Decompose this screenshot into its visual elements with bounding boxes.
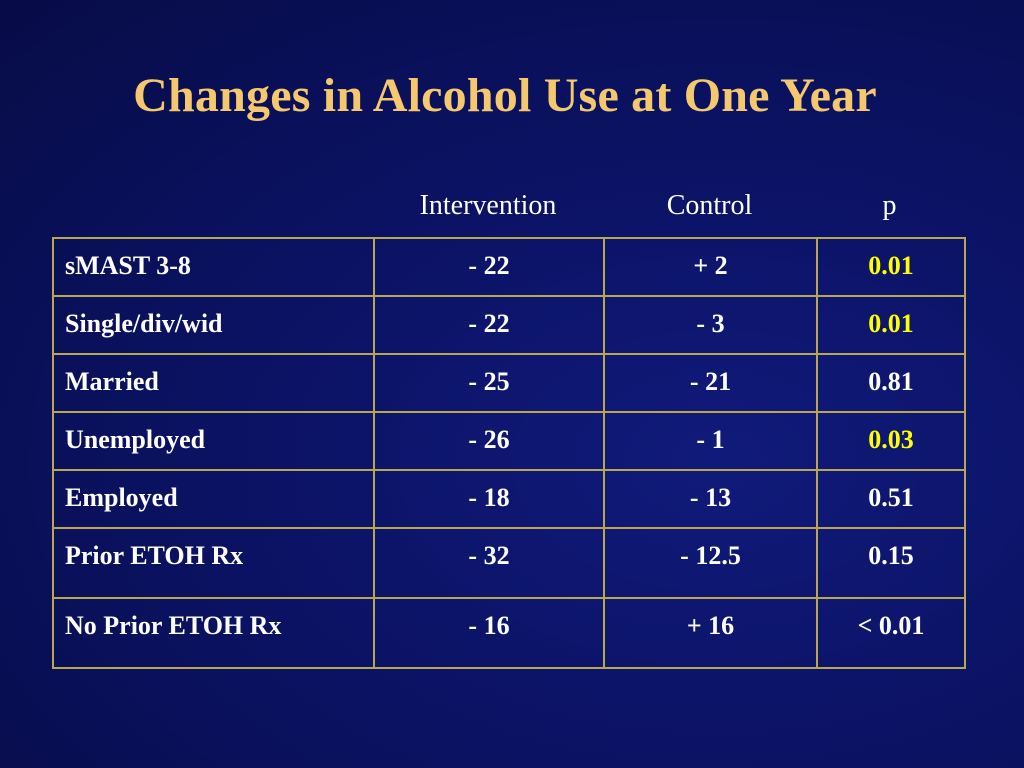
control-cell: - 1 [603,411,818,471]
intervention-value: - 26 [468,425,510,454]
control-value: - 3 [696,309,725,338]
intervention-cell: - 18 [373,469,605,529]
intervention-cell: - 22 [373,295,605,355]
intervention-value: - 32 [468,541,510,570]
p-cell: 0.01 [816,237,966,297]
row-label-cell: Single/div/wid [52,295,375,355]
control-value: + 2 [693,251,728,280]
control-cell: - 13 [603,469,818,529]
control-value: - 21 [689,367,732,396]
control-value: - 1 [696,425,725,454]
control-value: + 16 [686,611,735,640]
intervention-cell: - 22 [373,237,605,297]
column-header-p: p [882,190,897,221]
slide-title: Changes in Alcohol Use at One Year [133,69,877,122]
row-label: sMAST 3-8 [65,251,191,280]
control-cell: - 3 [603,295,818,355]
control-cell: + 16 [603,597,818,669]
p-value: 0.01 [868,309,914,338]
column-headers: Intervention Control p [0,190,1024,224]
p-value: 0.51 [868,483,914,512]
p-value: < 0.01 [857,611,925,640]
p-cell: 0.01 [816,295,966,355]
p-cell: 0.03 [816,411,966,471]
p-cell: 0.15 [816,527,966,599]
p-cell: 0.51 [816,469,966,529]
row-label-cell: sMAST 3-8 [52,237,375,297]
row-label-cell: Prior ETOH Rx [52,527,375,599]
p-cell: 0.81 [816,353,966,413]
p-value: 0.01 [868,251,914,280]
p-cell: < 0.01 [816,597,966,669]
table-row: Married - 25 - 21 0.81 [52,353,966,413]
row-label: Married [65,367,159,396]
column-header-control: Control [666,190,753,221]
row-label-cell: No Prior ETOH Rx [52,597,375,669]
row-label: Employed [65,483,178,512]
intervention-value: - 22 [468,251,510,280]
p-value: 0.81 [868,367,914,396]
intervention-cell: - 16 [373,597,605,669]
row-label-cell: Unemployed [52,411,375,471]
row-label: Unemployed [65,425,206,454]
intervention-value: - 25 [468,367,510,396]
intervention-cell: - 25 [373,353,605,413]
table-row: Prior ETOH Rx - 32 - 12.5 0.15 [52,527,966,599]
intervention-cell: - 26 [373,411,605,471]
control-cell: + 2 [603,237,818,297]
table-row: Unemployed - 26 - 1 0.03 [52,411,966,471]
control-cell: - 21 [603,353,818,413]
intervention-value: - 18 [468,483,510,512]
table-row: Employed - 18 - 13 0.51 [52,469,966,529]
row-label-cell: Employed [52,469,375,529]
table-row: No Prior ETOH Rx - 16 + 16 < 0.01 [52,597,966,669]
p-value: 0.15 [868,541,914,570]
row-label: No Prior ETOH Rx [65,611,282,640]
intervention-value: - 16 [468,611,510,640]
control-cell: - 12.5 [603,527,818,599]
control-value: - 12.5 [680,541,741,570]
table-row: Single/div/wid - 22 - 3 0.01 [52,295,966,355]
p-value: 0.03 [868,425,914,454]
intervention-cell: - 32 [373,527,605,599]
intervention-value: - 22 [468,309,510,338]
row-label-cell: Married [52,353,375,413]
row-label: Prior ETOH Rx [65,541,244,570]
control-value: - 13 [689,483,732,512]
results-table: sMAST 3-8 - 22 + 2 0.01 Single/div/wid -… [52,237,966,669]
column-header-intervention: Intervention [419,190,557,221]
table-row: sMAST 3-8 - 22 + 2 0.01 [52,237,966,297]
row-label: Single/div/wid [65,309,223,338]
